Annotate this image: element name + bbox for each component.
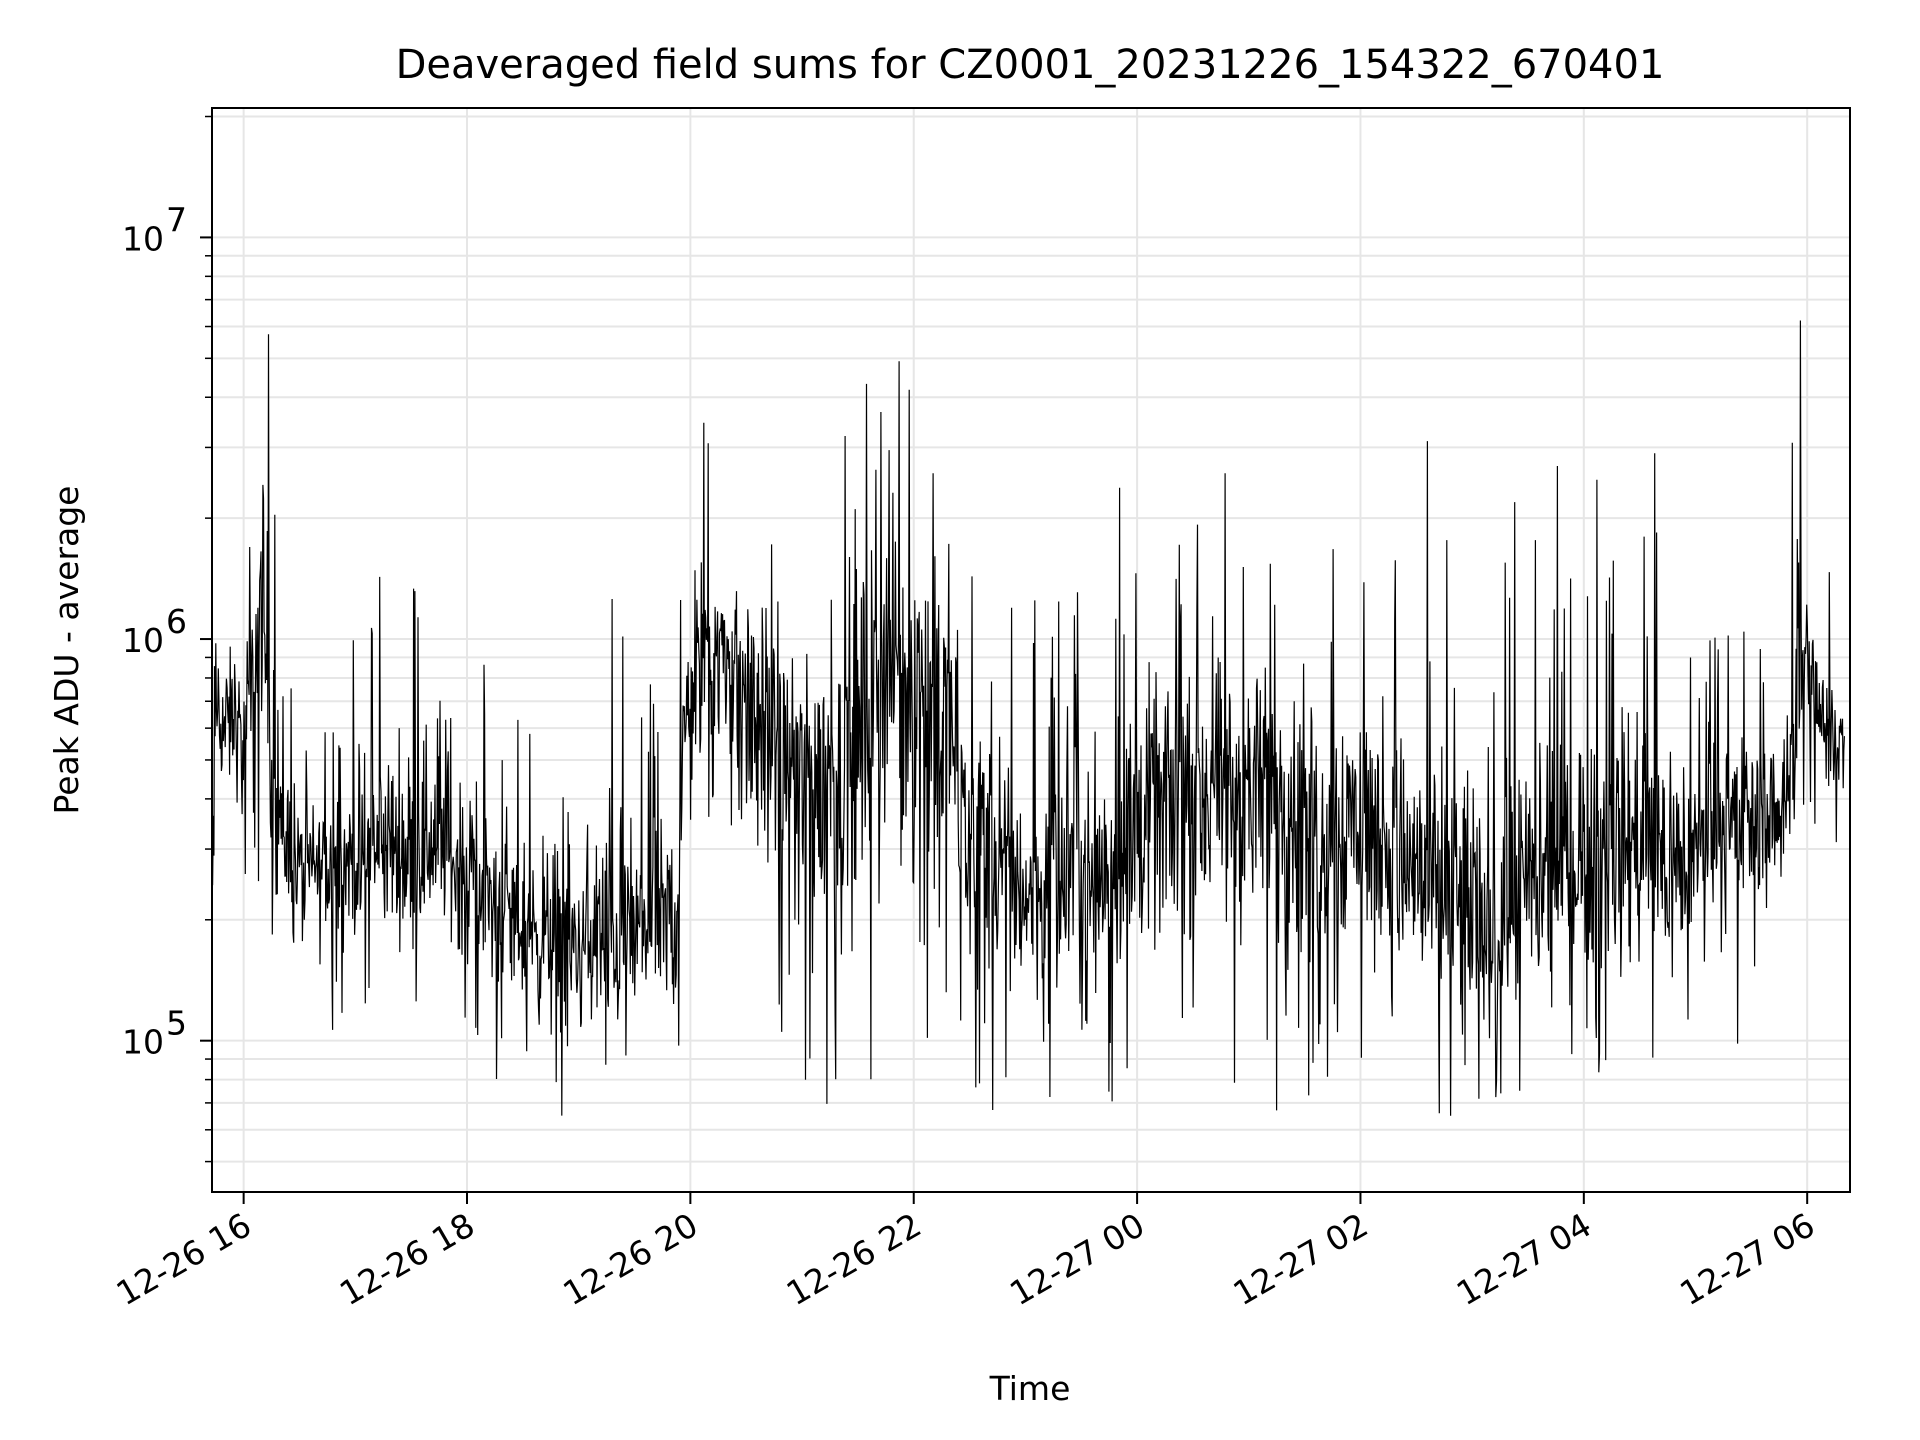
- x-axis-label: Time: [989, 1369, 1071, 1408]
- series-line: [211, 320, 1845, 1116]
- grid-lines: [212, 108, 1850, 1192]
- y-tick-exponent: 6: [166, 602, 187, 641]
- y-tick-label: 10: [122, 1023, 164, 1062]
- plot-frame: [211, 107, 1851, 1193]
- y-tick-label: 10: [122, 219, 164, 258]
- y-axis-label: Peak ADU - average: [47, 486, 86, 815]
- y-tick-exponent: 7: [166, 200, 187, 239]
- y-tick-exponent: 5: [166, 1004, 187, 1043]
- y-tick-label: 10: [122, 621, 164, 660]
- chart-title: Deaveraged field sums for CZ0001_2023122…: [396, 42, 1665, 88]
- series-group: [211, 320, 1845, 1116]
